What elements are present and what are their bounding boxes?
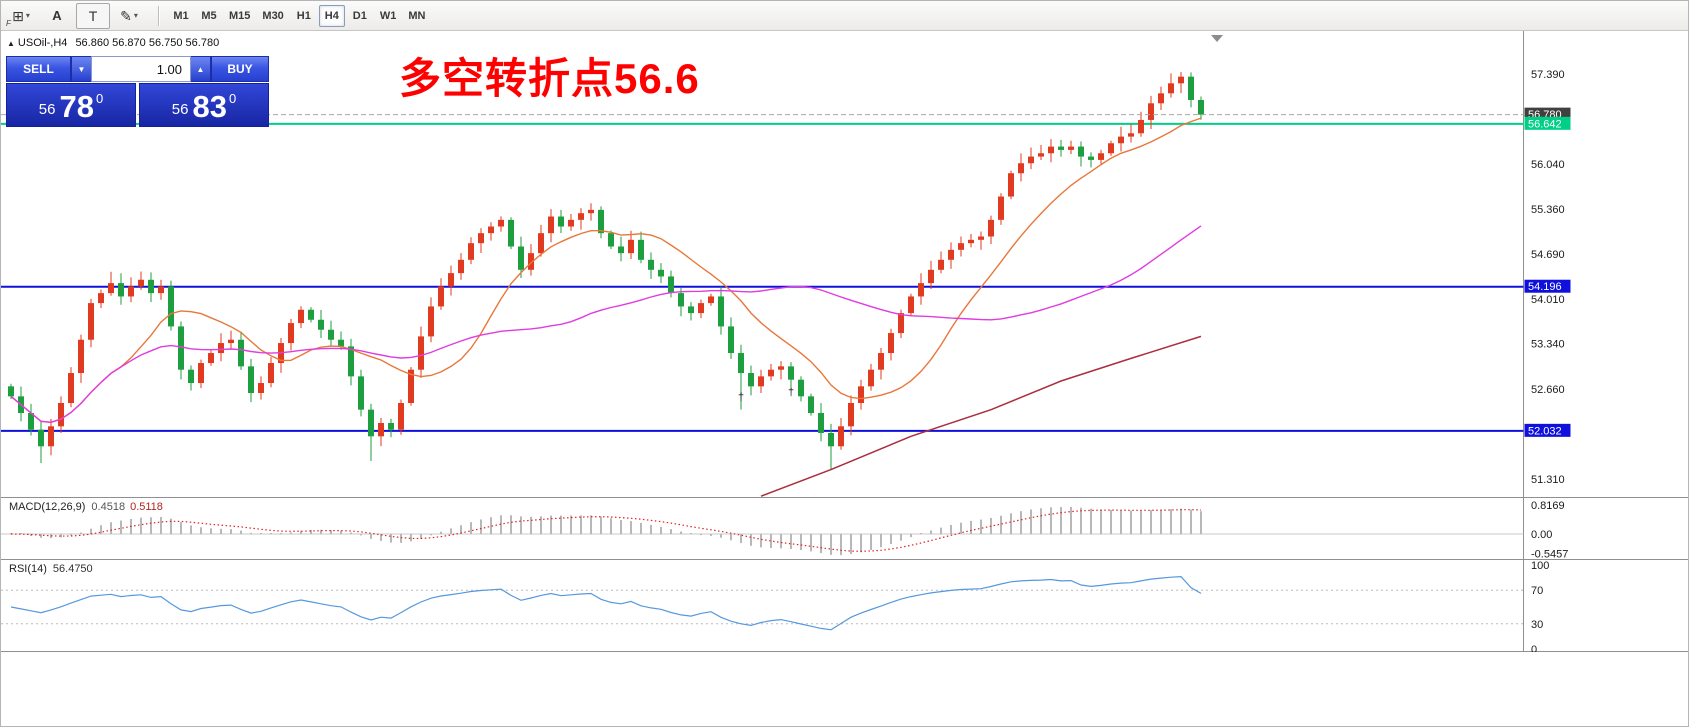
svg-text:30: 30 bbox=[1531, 619, 1543, 631]
sell-price-sup: 0 bbox=[95, 91, 104, 106]
rsi-axis[interactable]: 100 70 30 0 bbox=[1531, 560, 1549, 652]
buy-price-sup: 0 bbox=[228, 91, 237, 106]
trade-controls-row: SELL ▼ ▲ BUY bbox=[6, 56, 269, 82]
panel-separators bbox=[1, 31, 1688, 652]
timeframe-button-m30[interactable]: M30 bbox=[257, 5, 288, 27]
timeframe-button-m1[interactable]: M1 bbox=[168, 5, 194, 27]
timeframe-button-d1[interactable]: D1 bbox=[347, 5, 373, 27]
svg-text:†: † bbox=[788, 387, 794, 399]
timeframe-button-mn[interactable]: MN bbox=[403, 5, 430, 27]
svg-text:54.690: 54.690 bbox=[1531, 249, 1565, 261]
toolbar: ⊞ F ▾ A T ✎ ▾ M1 M5 M15 M30 H1 H4 D1 W1 MN bbox=[1, 1, 1688, 31]
windows-grid-tool-button[interactable]: ⊞ F ▾ bbox=[4, 3, 38, 29]
chevron-down-icon: ▾ bbox=[25, 11, 30, 20]
shapes-tool-button[interactable]: ✎ ▾ bbox=[112, 3, 146, 29]
volume-up-button[interactable]: ▲ bbox=[191, 56, 211, 82]
svg-text:56.040: 56.040 bbox=[1531, 159, 1565, 171]
macd-signal-value: 0.5118 bbox=[130, 501, 163, 513]
svg-text:57.390: 57.390 bbox=[1531, 69, 1565, 81]
macd-histogram bbox=[10, 507, 1202, 556]
sell-price-prefix: 56 bbox=[38, 101, 56, 118]
chart-markers: † † bbox=[738, 387, 794, 404]
timeframe-button-w1[interactable]: W1 bbox=[375, 5, 402, 27]
macd-name: MACD(12,26,9) bbox=[9, 501, 86, 513]
timeframe-button-h4[interactable]: H4 bbox=[318, 4, 345, 27]
ohlc-values: 56.860 56.870 56.750 56.780 bbox=[75, 37, 220, 49]
moving-average-mid bbox=[10, 225, 1202, 424]
rsi-value: 56.4750 bbox=[52, 563, 93, 575]
chart-header: ▲ USOil-,H4 56.860 56.870 56.750 56.780 bbox=[7, 37, 219, 49]
buy-button[interactable]: BUY bbox=[211, 56, 269, 82]
macd-main-value: 0.4518 bbox=[91, 501, 126, 513]
trade-prices-row: 56 78 0 56 83 0 bbox=[6, 83, 269, 127]
moving-average-fast bbox=[10, 117, 1202, 424]
pencil-icon: ✎ bbox=[120, 7, 132, 24]
symbol-label: USOil-,H4 bbox=[17, 37, 68, 49]
svg-text:†: † bbox=[738, 391, 744, 403]
rsi-line bbox=[10, 575, 1202, 631]
macd-axis[interactable]: 0.8169 0.00 -0.5457 bbox=[1531, 500, 1568, 560]
chart-annotation: 多空转折点56.6 bbox=[399, 55, 700, 102]
letter-t-icon: T bbox=[88, 7, 98, 24]
grid-icon: ⊞ bbox=[12, 7, 24, 24]
moving-average-slow bbox=[760, 335, 1202, 497]
rsi-levels bbox=[1, 589, 1524, 625]
expand-panel-icon[interactable]: ▲ bbox=[7, 39, 15, 48]
grid-sub-label: F bbox=[6, 18, 11, 28]
sell-price-display[interactable]: 56 78 0 bbox=[6, 83, 136, 127]
svg-text:-0.5457: -0.5457 bbox=[1531, 548, 1568, 560]
volume-dropdown-button[interactable]: ▼ bbox=[71, 56, 91, 82]
label-tool-button[interactable]: T bbox=[76, 2, 110, 29]
svg-text:0.00: 0.00 bbox=[1531, 529, 1552, 541]
timeframe-button-m15[interactable]: M15 bbox=[224, 5, 255, 27]
svg-text:56.642: 56.642 bbox=[1528, 118, 1562, 130]
svg-text:55.360: 55.360 bbox=[1531, 204, 1565, 216]
timeframe-button-m5[interactable]: M5 bbox=[196, 5, 222, 27]
svg-text:0.8169: 0.8169 bbox=[1531, 500, 1565, 512]
price-axis[interactable]: 57.390 56.040 55.360 54.690 54.010 53.340 52.6… bbox=[1531, 69, 1565, 486]
svg-text:53.340: 53.340 bbox=[1531, 339, 1565, 351]
rsi-indicator-label: RSI(14) 56.4750 bbox=[9, 563, 93, 575]
chart-shift-marker[interactable] bbox=[1211, 35, 1223, 42]
timeframe-bar: M1 M5 M15 M30 H1 H4 D1 W1 MN bbox=[168, 4, 432, 27]
svg-text:52.660: 52.660 bbox=[1531, 384, 1565, 396]
svg-text:54.010: 54.010 bbox=[1531, 294, 1565, 306]
macd-signal-line bbox=[10, 509, 1202, 552]
buy-price-prefix: 56 bbox=[171, 101, 189, 118]
sell-button[interactable]: SELL bbox=[6, 56, 71, 82]
volume-input[interactable] bbox=[91, 56, 191, 82]
toolbar-separator bbox=[158, 5, 160, 26]
timeframe-button-h1[interactable]: H1 bbox=[291, 5, 317, 27]
letter-a-icon: A bbox=[52, 8, 62, 23]
svg-text:0: 0 bbox=[1531, 644, 1537, 652]
svg-text:54.196: 54.196 bbox=[1528, 281, 1562, 293]
sell-price-big: 78 bbox=[59, 89, 94, 124]
svg-text:70: 70 bbox=[1531, 585, 1543, 597]
svg-text:52.032: 52.032 bbox=[1528, 425, 1562, 437]
svg-text:100: 100 bbox=[1531, 560, 1549, 572]
text-tool-button[interactable]: A bbox=[40, 3, 74, 29]
svg-text:51.310: 51.310 bbox=[1531, 474, 1565, 486]
rsi-name: RSI(14) bbox=[9, 563, 47, 575]
buy-price-display[interactable]: 56 83 0 bbox=[139, 83, 269, 127]
buy-price-big: 83 bbox=[192, 89, 227, 124]
chevron-down-icon: ▾ bbox=[133, 11, 138, 20]
macd-indicator-label: MACD(12,26,9) 0.4518 0.5118 bbox=[9, 501, 163, 513]
candles bbox=[8, 72, 1204, 470]
